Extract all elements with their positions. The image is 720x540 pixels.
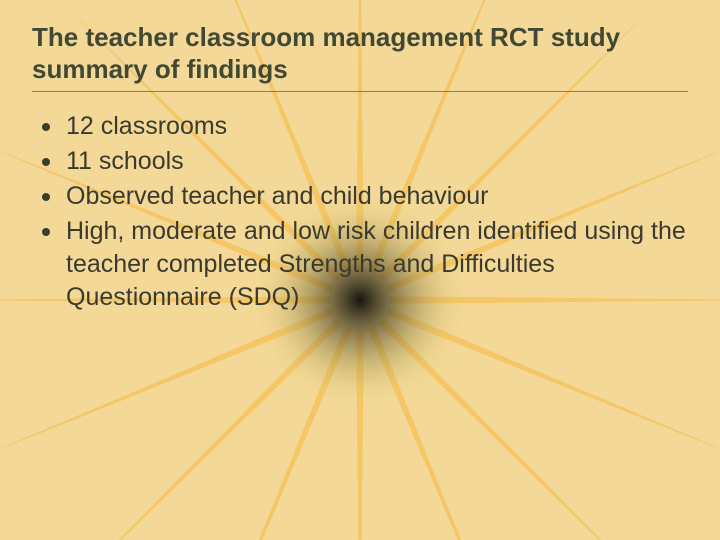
bullet-list: 12 classrooms11 schoolsObserved teacher …	[32, 110, 688, 314]
title-container: The teacher classroom management RCT stu…	[32, 22, 688, 92]
bullet-item: 12 classrooms	[36, 110, 688, 143]
slide-title: The teacher classroom management RCT stu…	[32, 22, 688, 85]
slide: The teacher classroom management RCT stu…	[0, 0, 720, 540]
content-area: The teacher classroom management RCT stu…	[32, 22, 688, 518]
bullet-item: 11 schools	[36, 145, 688, 178]
bullet-item: Observed teacher and child behaviour	[36, 180, 688, 213]
bullet-item: High, moderate and low risk children ide…	[36, 215, 688, 314]
